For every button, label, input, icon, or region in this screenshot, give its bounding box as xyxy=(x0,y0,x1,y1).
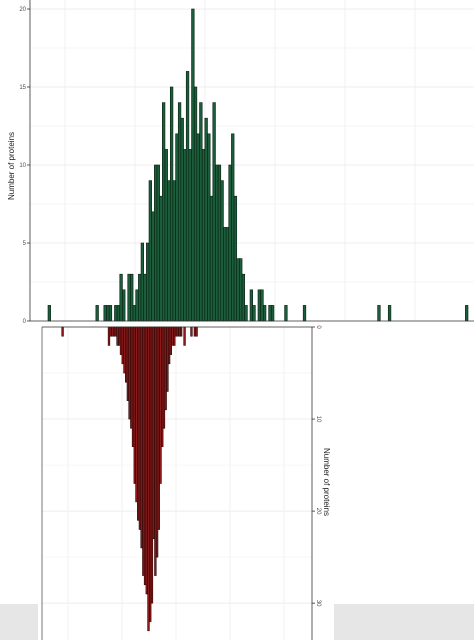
bottom-bar xyxy=(61,326,64,337)
top-bar xyxy=(233,195,238,322)
top-bar xyxy=(185,71,190,322)
top-tick-label: 15 xyxy=(19,85,26,91)
top-bar xyxy=(225,227,230,322)
bottom-y-axis-title: Number of proteins xyxy=(322,448,331,516)
top-bar xyxy=(172,180,176,322)
top-bar xyxy=(201,149,206,322)
bottom-bar xyxy=(179,326,183,337)
top-bar xyxy=(231,133,235,322)
top-bar xyxy=(159,195,163,322)
top-bar xyxy=(135,289,139,322)
top-bar xyxy=(284,305,288,322)
top-tick-label: 0 xyxy=(23,319,27,325)
top-bar xyxy=(162,102,166,322)
top-panel: 0 5 10 15 20 Number of proteins xyxy=(7,0,474,325)
top-bar xyxy=(268,305,272,322)
top-bar xyxy=(263,305,267,322)
top-bar xyxy=(140,242,144,322)
top-bar xyxy=(167,180,171,322)
top-bar xyxy=(47,305,51,322)
bottom-bar xyxy=(190,326,193,337)
bottom-tick-label: 0 xyxy=(315,325,321,329)
top-bar xyxy=(169,86,174,322)
top-bar xyxy=(183,149,187,322)
top-bar xyxy=(106,305,110,322)
top-bar xyxy=(244,305,248,322)
top-bar xyxy=(257,289,261,322)
top-bar xyxy=(223,227,227,322)
bottom-bar xyxy=(195,326,198,337)
bottom-grid xyxy=(42,326,312,640)
top-bar xyxy=(119,273,123,322)
bottom-bar xyxy=(183,326,186,346)
bottom-tick-label: 20 xyxy=(315,508,321,515)
top-bar xyxy=(207,133,211,322)
top-bar xyxy=(103,305,107,322)
top-bar xyxy=(241,273,246,322)
top-bar xyxy=(143,273,147,322)
top-bar xyxy=(108,305,113,322)
top-bar xyxy=(302,305,307,322)
top-bar xyxy=(154,164,158,322)
top-bars xyxy=(47,8,469,322)
bottom-tick-label: 30 xyxy=(315,600,321,607)
top-bar xyxy=(127,273,131,322)
bottom-panel: 0 10 20 30 Number of proteins xyxy=(41,325,331,640)
top-bar xyxy=(177,102,182,322)
top-bar xyxy=(164,149,168,322)
top-y-axis: 0 5 10 15 20 xyxy=(19,0,474,325)
top-y-axis-title: Number of proteins xyxy=(7,132,16,200)
top-bar xyxy=(114,305,118,322)
top-tick-label: 10 xyxy=(19,163,26,169)
top-bar xyxy=(249,289,253,322)
top-bar xyxy=(116,305,121,322)
top-bar xyxy=(270,305,275,322)
top-bar xyxy=(220,180,224,322)
top-bar xyxy=(156,164,160,322)
bottom-left-panel xyxy=(0,604,38,640)
top-bar xyxy=(236,258,240,322)
top-bar xyxy=(199,102,203,322)
top-bar xyxy=(180,117,184,322)
top-bar xyxy=(228,164,232,322)
top-bar xyxy=(191,8,195,322)
top-bar xyxy=(138,273,142,322)
top-bar xyxy=(215,164,219,322)
top-bar xyxy=(132,305,137,322)
top-bar xyxy=(146,242,150,322)
top-tick-label: 5 xyxy=(23,241,27,247)
top-bar xyxy=(387,305,392,322)
top-bar xyxy=(212,102,216,322)
top-bar xyxy=(188,149,192,322)
top-bar xyxy=(95,305,99,322)
top-bar xyxy=(252,305,256,322)
top-bar xyxy=(193,86,198,322)
bottom-y-axis: 0 10 20 30 xyxy=(41,325,321,640)
top-bar xyxy=(130,273,134,322)
top-bar xyxy=(175,133,179,322)
top-grid xyxy=(30,0,474,322)
top-bar xyxy=(377,305,381,322)
top-bar xyxy=(151,211,155,322)
top-bar xyxy=(209,195,214,322)
top-bar xyxy=(465,305,469,322)
top-bar xyxy=(239,258,243,322)
top-tick-label: 20 xyxy=(19,7,26,13)
bottom-tick-label: 10 xyxy=(315,416,321,423)
top-bar xyxy=(260,289,264,322)
bottom-right-panel xyxy=(334,604,474,640)
top-bar xyxy=(148,180,152,322)
top-bar xyxy=(196,133,200,322)
top-bar xyxy=(122,289,126,322)
top-bar xyxy=(217,164,222,322)
top-bar xyxy=(204,117,208,322)
